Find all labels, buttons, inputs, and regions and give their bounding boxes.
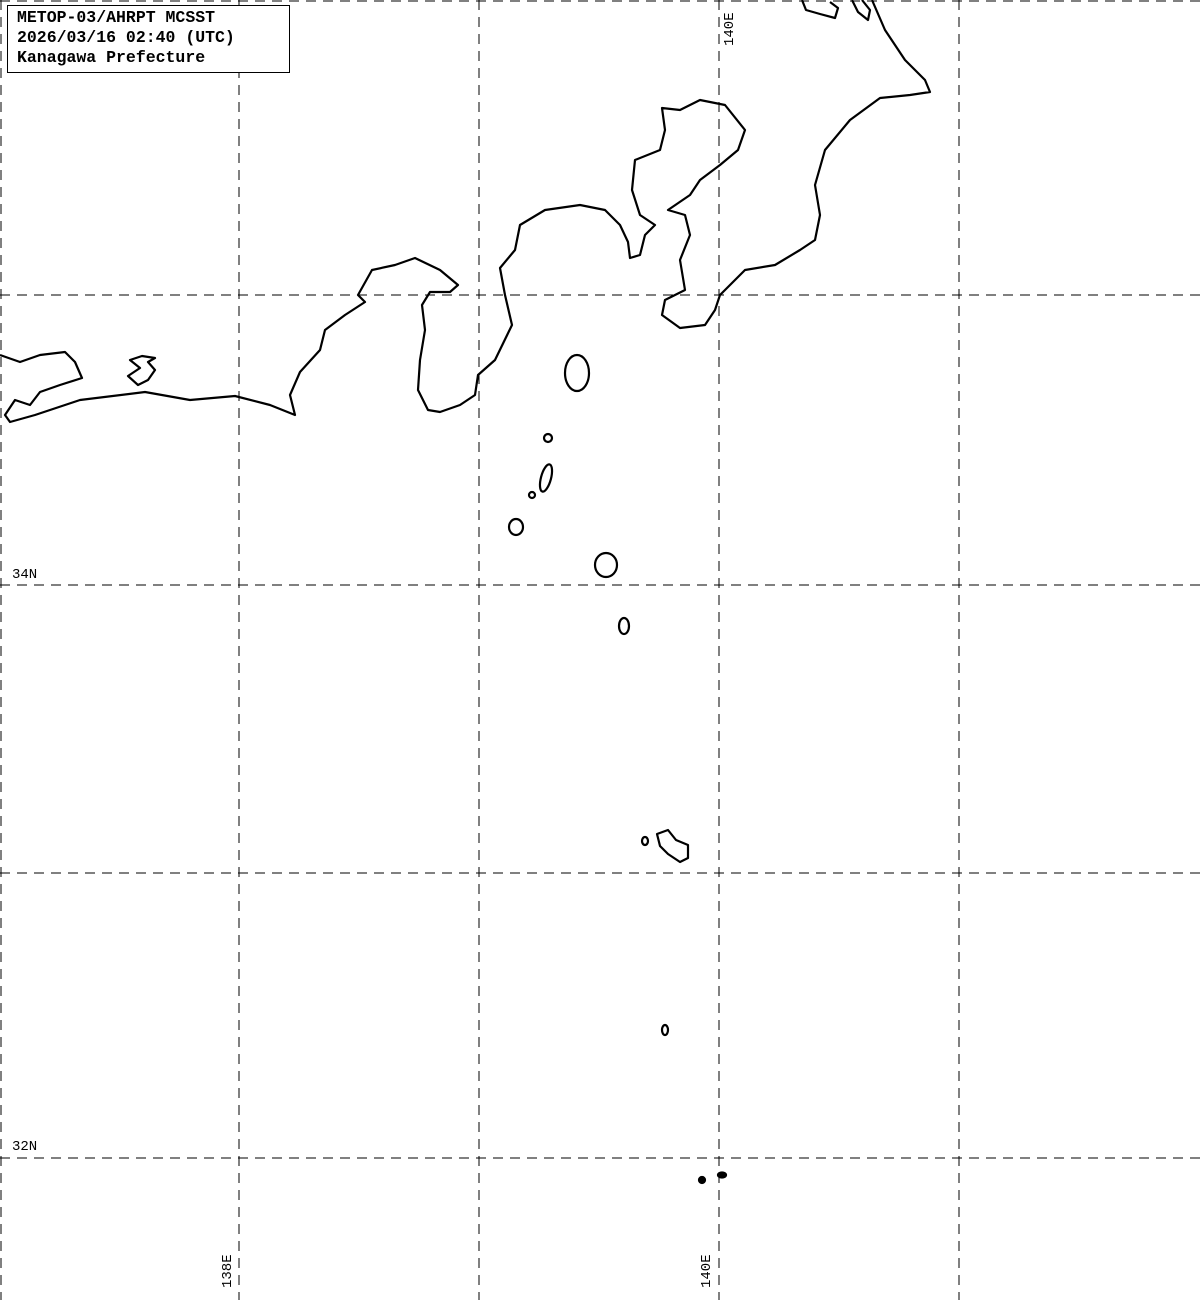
coastlines <box>0 0 932 1185</box>
lon-label-bottom-138e: 138E <box>220 1254 236 1288</box>
island-toshima <box>542 432 554 444</box>
lon-label-bottom-140e: 140E <box>699 1254 715 1288</box>
island-hachijokojima <box>640 835 650 847</box>
island-aogashima <box>660 1023 670 1037</box>
lake-coast <box>800 0 872 22</box>
island-niijima <box>538 463 554 493</box>
lon-label-top: 140E <box>722 12 738 46</box>
mainland-coast <box>0 0 932 424</box>
islet <box>716 1171 728 1179</box>
island-kozushima <box>507 517 525 537</box>
islet <box>697 1175 707 1185</box>
island-shikinejima <box>527 490 537 500</box>
island-hachijojima <box>655 828 690 864</box>
lat-label-32n: 32N <box>12 1139 38 1155</box>
region-name: Kanagawa Prefecture <box>17 48 206 67</box>
observation-time: 2026/03/16 02:40 (UTC) <box>17 28 235 47</box>
title-box: METOP-03/AHRPT MCSST 2026/03/16 02:40 (U… <box>7 5 290 73</box>
island-oshima <box>563 353 591 393</box>
island-miyakejima <box>593 551 619 579</box>
island-mikurajima <box>617 616 631 636</box>
lat-label-34n: 34N <box>12 567 38 583</box>
izu-islet <box>126 354 157 387</box>
satellite-product: METOP-03/AHRPT MCSST <box>17 8 216 27</box>
